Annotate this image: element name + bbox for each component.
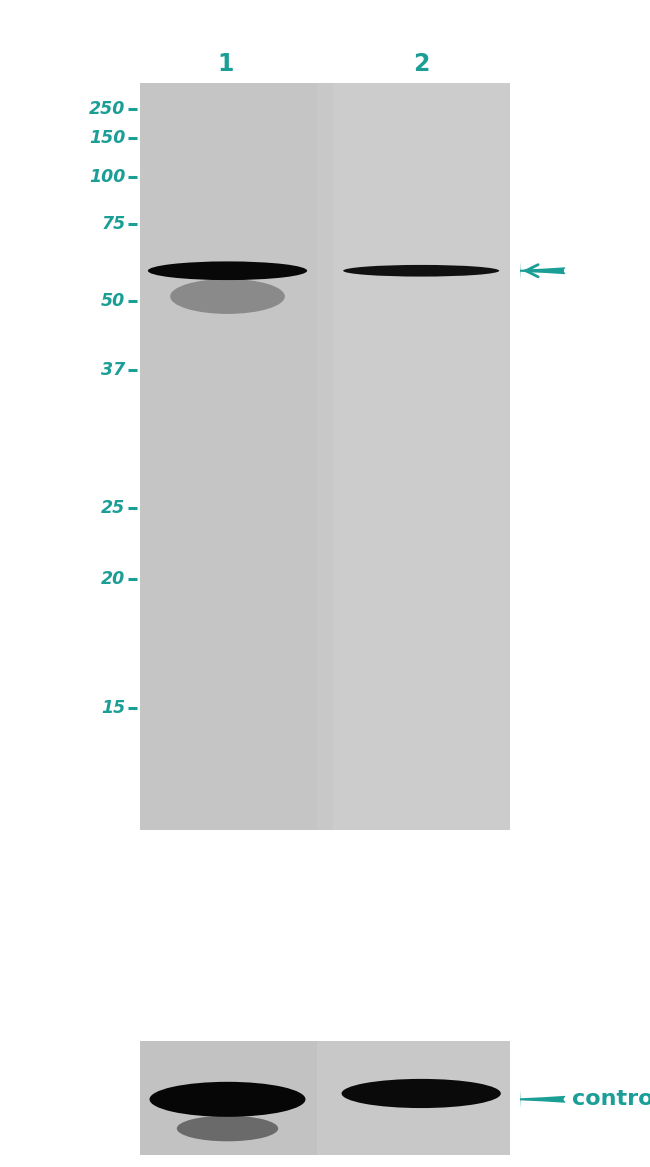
Text: control: control <box>572 1089 650 1110</box>
Text: 250: 250 <box>89 99 125 118</box>
Ellipse shape <box>177 1116 278 1141</box>
Ellipse shape <box>150 1082 306 1117</box>
Ellipse shape <box>343 265 499 277</box>
Bar <box>333 1041 510 1155</box>
Bar <box>333 83 510 830</box>
Bar <box>140 1041 510 1155</box>
Bar <box>140 83 510 830</box>
Bar <box>140 1041 317 1155</box>
Ellipse shape <box>170 279 285 314</box>
Text: 1: 1 <box>217 53 234 76</box>
Ellipse shape <box>148 261 307 280</box>
Text: 50: 50 <box>101 292 125 310</box>
Text: 150: 150 <box>89 128 125 147</box>
Text: 2: 2 <box>413 53 430 76</box>
Text: 15: 15 <box>101 699 125 718</box>
Text: 20: 20 <box>101 569 125 588</box>
Text: 37: 37 <box>101 361 125 379</box>
Ellipse shape <box>342 1078 501 1109</box>
Text: 75: 75 <box>101 215 125 233</box>
Bar <box>140 83 317 830</box>
Text: 100: 100 <box>89 168 125 187</box>
Text: 25: 25 <box>101 498 125 517</box>
